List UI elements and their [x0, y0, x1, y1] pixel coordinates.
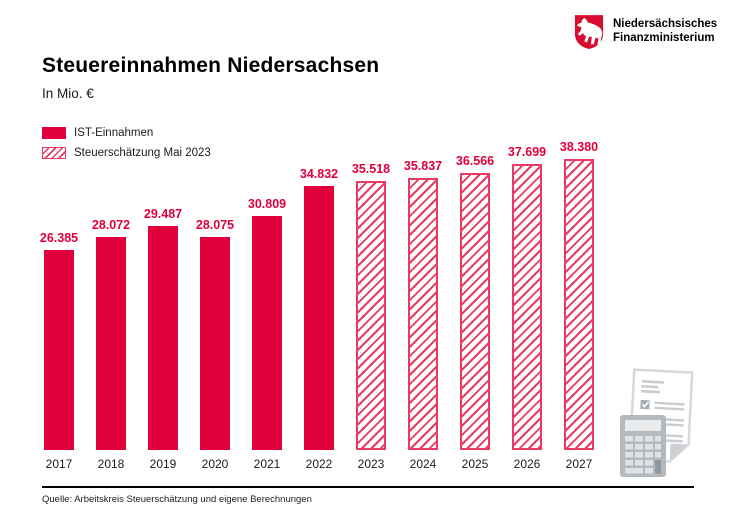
x-axis-label: 2022	[305, 457, 333, 471]
bar-group-2026: 37.699 2026	[508, 145, 546, 471]
legend-item-forecast: Steuerschätzung Mai 2023	[42, 147, 211, 159]
hatched-bar-swatch-icon	[42, 147, 66, 159]
x-axis-label: 2024	[409, 457, 437, 471]
x-axis-label: 2018	[97, 457, 125, 471]
forecast-bar	[512, 164, 542, 450]
bar-value-label: 26.385	[39, 231, 79, 245]
forecast-bar	[356, 181, 386, 450]
chart-legend: IST-Einnahmen Steuerschätzung Mai 2023	[42, 127, 211, 159]
ministry-logo: Niedersächsisches Finanzministerium	[574, 14, 717, 50]
bar-value-label: 34.832	[299, 167, 339, 181]
bar-group-2021: 30.809 2021	[248, 197, 286, 471]
ist-bar	[200, 237, 230, 450]
x-axis-label: 2027	[565, 457, 593, 471]
page-title: Steuereinnahmen Niedersachsen	[42, 54, 380, 77]
bar-value-label: 28.075	[195, 218, 235, 232]
ministry-name-line2: Finanzministerium	[613, 31, 715, 44]
document-calculator-illustration	[620, 368, 694, 477]
legend-item-ist: IST-Einnahmen	[42, 127, 211, 139]
ministry-name: Niedersächsisches Finanzministerium	[613, 14, 717, 45]
x-axis-label: 2021	[253, 457, 281, 471]
ministry-name-line1: Niedersächsisches	[613, 18, 718, 30]
ist-bar	[252, 216, 282, 450]
bar-group-2025: 36.566 2025	[456, 154, 494, 471]
bar-group-2024: 35.837 2024	[404, 159, 442, 471]
x-axis-label: 2025	[461, 457, 489, 471]
ist-bar	[96, 237, 126, 450]
bar-value-label: 37.699	[507, 145, 547, 159]
bar-value-label: 35.837	[403, 159, 443, 173]
ist-bar	[44, 250, 74, 450]
x-axis-label: 2023	[357, 457, 385, 471]
bar-group-2019: 29.487 2019	[144, 207, 182, 471]
x-axis-label: 2020	[201, 457, 229, 471]
x-axis-label: 2017	[45, 457, 73, 471]
bar-group-2020: 28.075 2020	[196, 218, 234, 471]
bar-value-label: 29.487	[143, 207, 183, 221]
forecast-bar	[564, 159, 594, 450]
x-axis-label: 2019	[149, 457, 177, 471]
bar-value-label: 30.809	[247, 197, 287, 211]
forecast-bar	[408, 178, 438, 450]
bar-group-2027: 38.380 2027	[560, 140, 598, 471]
bar-value-label: 35.518	[351, 162, 391, 176]
x-axis-label: 2026	[513, 457, 541, 471]
source-note: Quelle: Arbeitskreis Steuerschätzung und…	[42, 494, 312, 505]
lower-saxony-shield-icon	[574, 15, 604, 49]
footer-divider	[42, 486, 694, 488]
bar-value-label: 36.566	[455, 154, 495, 168]
solid-bar-swatch-icon	[42, 127, 66, 139]
bar-group-2023: 35.518 2023	[352, 162, 390, 471]
bar-group-2018: 28.072 2018	[92, 218, 130, 471]
ist-bar	[304, 186, 334, 450]
legend-label-forecast: Steuerschätzung Mai 2023	[74, 147, 211, 159]
bar-group-2022: 34.832 2022	[300, 167, 338, 471]
bar-value-label: 38.380	[559, 140, 599, 154]
bar-group-2017: 26.385 2017	[40, 231, 78, 471]
bar-chart: 26.385 2017 28.072 2018 29.487 2019 28.075 2020…	[40, 140, 598, 471]
ist-bar	[148, 226, 178, 450]
unit-subtitle: In Mio. €	[42, 86, 94, 101]
bar-value-label: 28.072	[91, 218, 131, 232]
forecast-bar	[460, 173, 490, 450]
legend-label-ist: IST-Einnahmen	[74, 127, 154, 139]
